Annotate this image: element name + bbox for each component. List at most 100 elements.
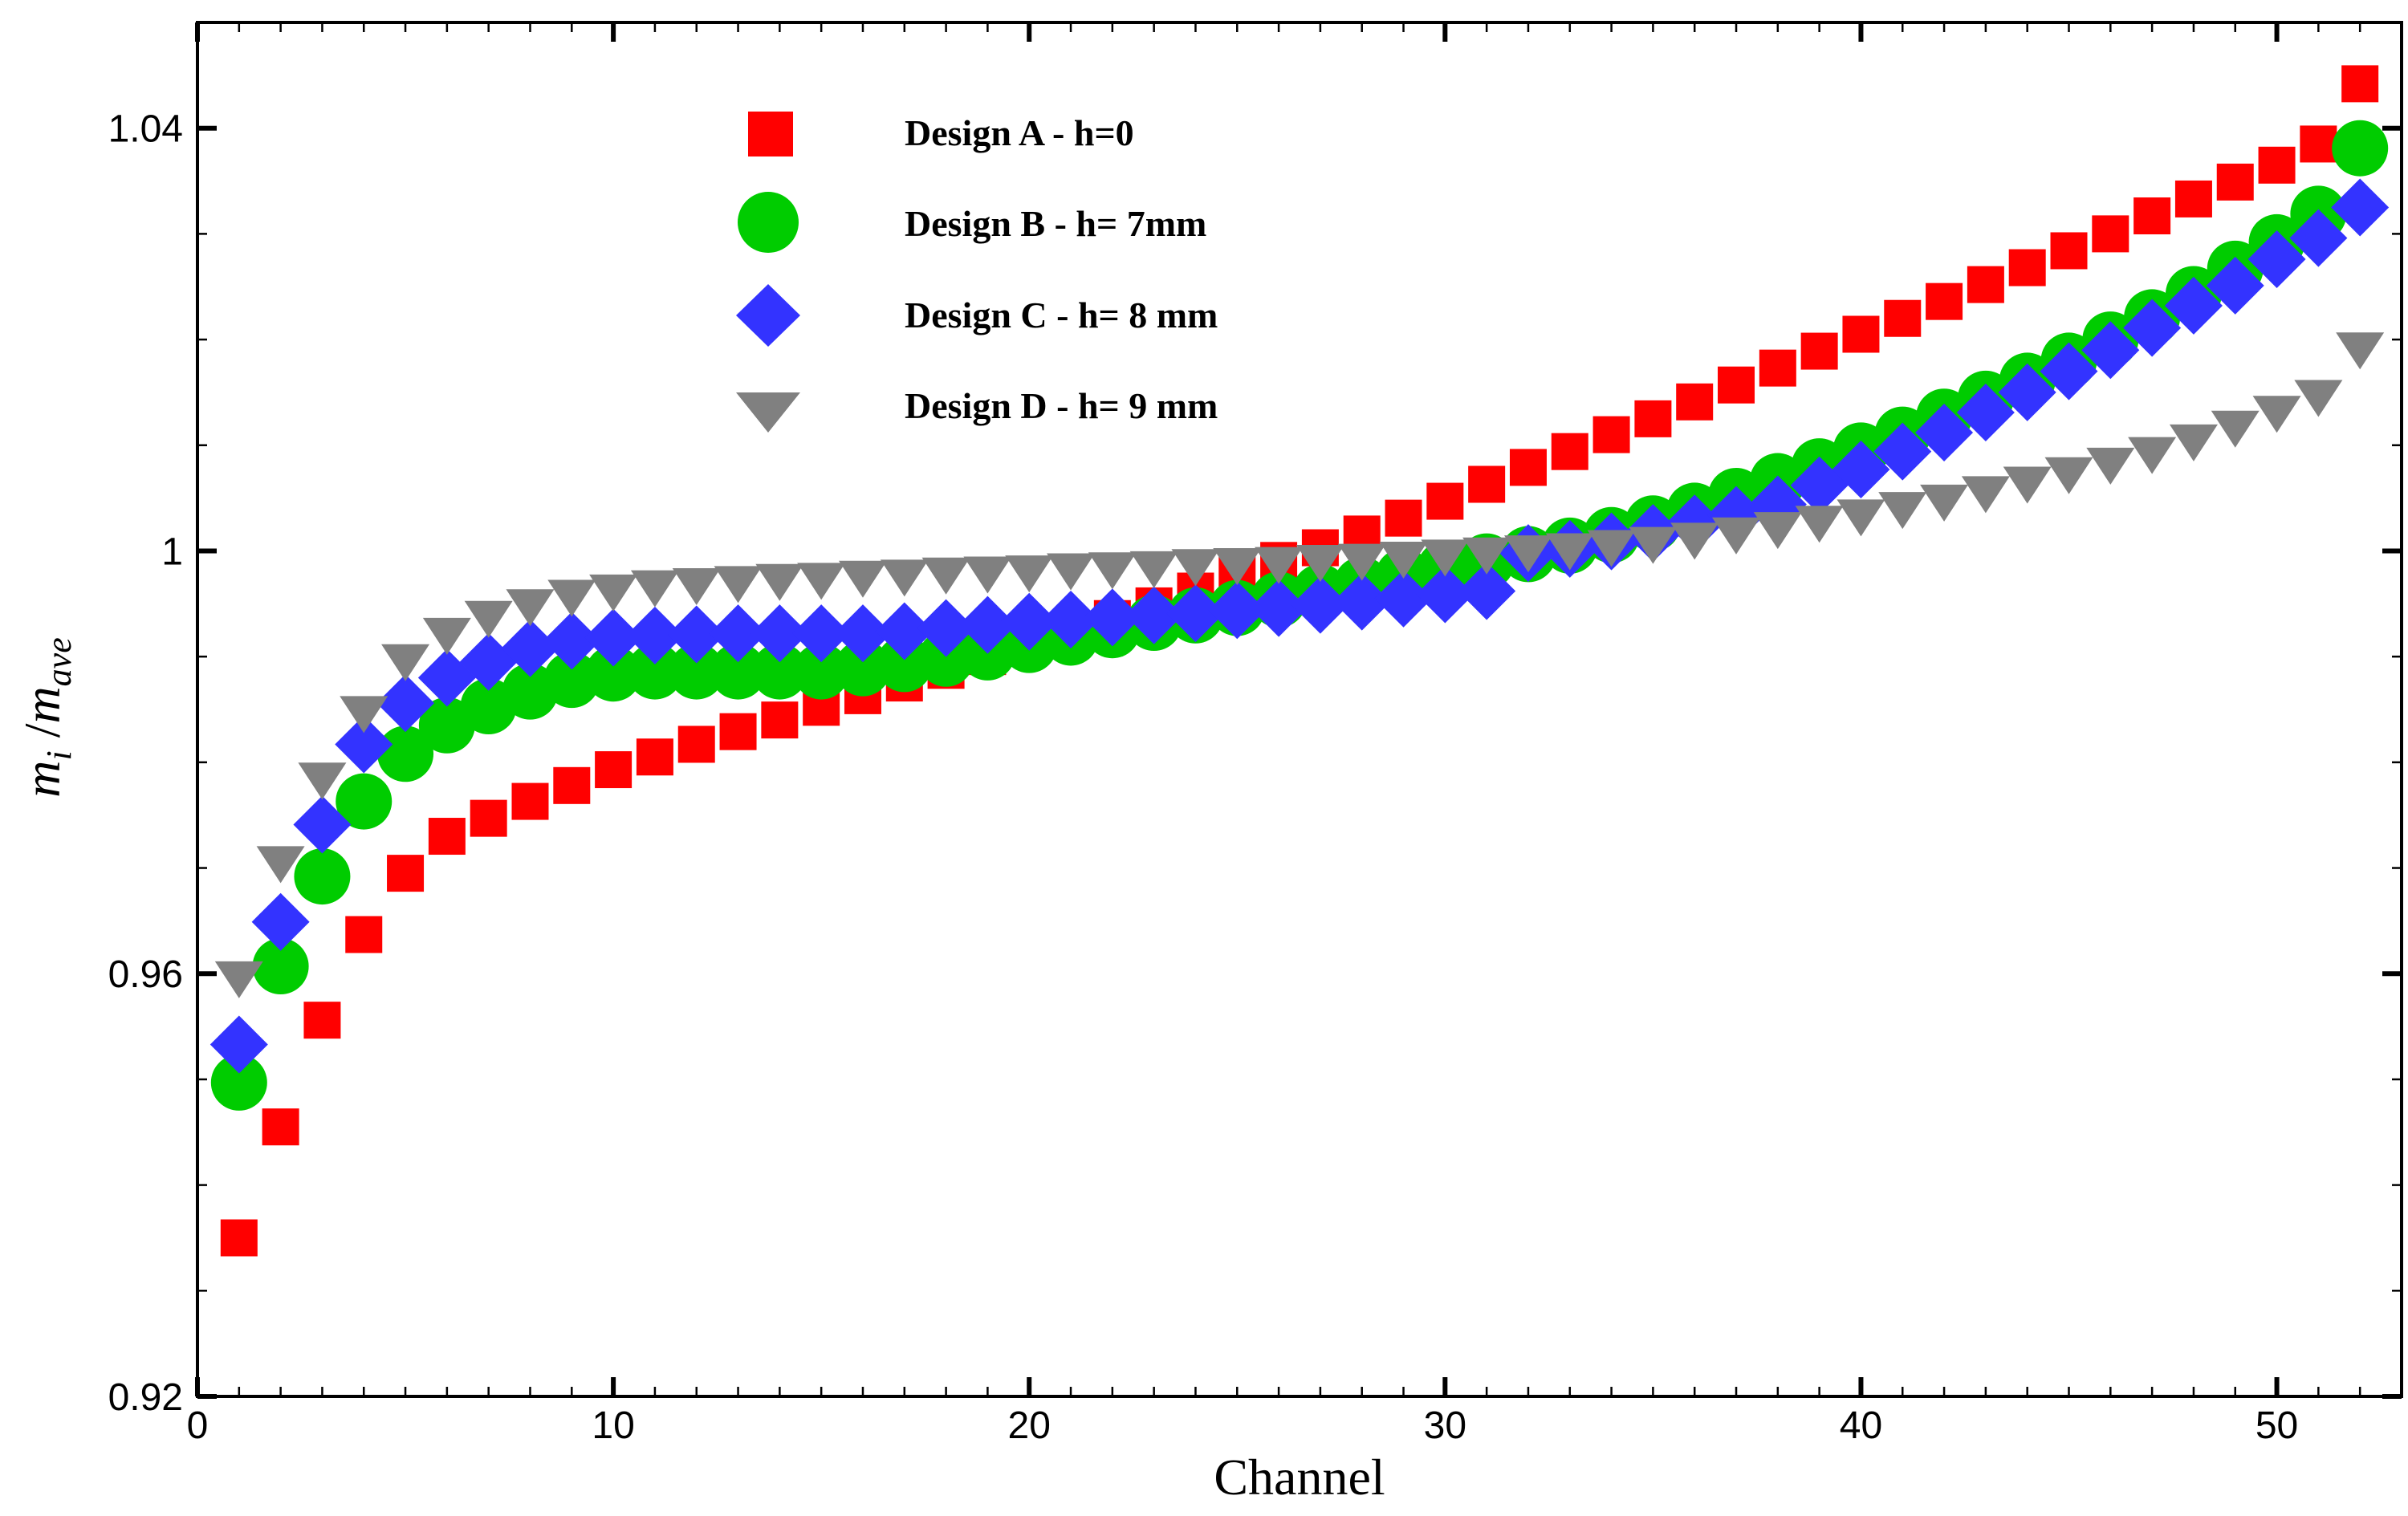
data-point-diamond xyxy=(958,595,1017,654)
data-point-square xyxy=(2133,197,2171,234)
data-point-triangle-down xyxy=(1503,535,1552,573)
data-point-square xyxy=(2300,125,2337,163)
x-axis-title: Channel xyxy=(1214,1449,1385,1506)
tick-labels: 0 10 20 30 40 50 0.92 0.96 1 1.04 xyxy=(108,108,2299,1447)
plot-frame xyxy=(196,21,2403,1398)
data-point-diamond xyxy=(1956,383,2015,441)
data-point-triangle-down xyxy=(2169,424,2218,461)
series-3 xyxy=(209,178,2390,1074)
data-point-square xyxy=(220,1219,258,1257)
data-point-diamond xyxy=(1458,562,1516,620)
data-point-diamond xyxy=(917,599,975,657)
data-point-triangle-down xyxy=(422,617,471,655)
data-point-triangle-down xyxy=(1545,533,1594,571)
data-point-triangle-down xyxy=(2252,396,2301,433)
legend: Design A - h=0 Design B - h= 7mm Design … xyxy=(736,112,1218,433)
data-point-diamond xyxy=(1332,572,1391,631)
data-point-square xyxy=(1426,482,1464,520)
legend-marker-triangle-down xyxy=(736,392,800,433)
data-point-circle xyxy=(668,643,725,700)
data-point-triangle-down xyxy=(547,579,596,617)
data-point-triangle-down xyxy=(1005,555,1054,593)
data-point-triangle-down xyxy=(1837,499,1885,537)
data-point-diamond xyxy=(1915,403,1974,461)
data-point-triangle-down xyxy=(672,567,721,605)
data-point-circle xyxy=(626,643,683,700)
data-point-diamond xyxy=(1291,575,1349,634)
data-point-triangle-down xyxy=(2086,447,2135,485)
data-point-triangle-down xyxy=(1629,526,1678,564)
data-point-square xyxy=(1592,416,1630,453)
data-point-triangle-down xyxy=(2128,437,2177,474)
data-point-diamond xyxy=(1832,441,1890,499)
data-point-circle xyxy=(2332,120,2389,177)
y-title-m2: m xyxy=(14,686,71,723)
data-point-triangle-down xyxy=(340,696,388,734)
data-point-diamond xyxy=(1416,565,1474,624)
data-point-diamond xyxy=(209,1015,268,1074)
data-point-square xyxy=(1926,282,1963,320)
data-point-triangle-down xyxy=(214,961,263,998)
data-point-circle xyxy=(377,725,434,782)
data-point-triangle-down xyxy=(630,570,679,608)
data-point-diamond xyxy=(584,608,643,667)
y-tick-label: 1 xyxy=(161,530,183,573)
data-markers xyxy=(209,65,2390,1257)
legend-label-design-a: Design A - h=0 xyxy=(905,112,1134,153)
data-point-square xyxy=(1509,449,1547,486)
data-point-circle xyxy=(210,1054,267,1111)
data-point-triangle-down xyxy=(1421,539,1470,577)
legend-entry-design-a: Design A - h=0 xyxy=(748,112,1134,156)
data-point-diamond xyxy=(625,606,684,665)
data-point-triangle-down xyxy=(2336,332,2385,370)
legend-label-design-d: Design D - h= 9 mm xyxy=(905,385,1218,426)
legend-entry-design-b: Design B - h= 7mm xyxy=(738,192,1206,253)
data-point-triangle-down xyxy=(1712,517,1761,555)
data-point-triangle-down xyxy=(464,600,513,638)
data-point-square xyxy=(761,701,799,739)
data-point-square xyxy=(1718,366,1755,404)
data-point-diamond xyxy=(1250,579,1308,637)
data-point-diamond xyxy=(1000,592,1059,651)
y-title-m: m xyxy=(14,761,71,798)
data-point-diamond xyxy=(2331,178,2390,237)
data-point-circle xyxy=(585,645,642,702)
data-point-square xyxy=(2174,180,2212,217)
data-point-diamond xyxy=(2289,209,2348,267)
data-point-diamond xyxy=(293,795,352,854)
x-tick-label: 20 xyxy=(1008,1404,1051,1447)
data-point-triangle-down xyxy=(298,762,347,800)
data-point-diamond xyxy=(2040,342,2098,400)
data-point-triangle-down xyxy=(2211,410,2260,448)
data-point-triangle-down xyxy=(880,559,929,597)
y-tick-label: 1.04 xyxy=(108,108,183,151)
data-point-square xyxy=(1759,349,1796,387)
data-point-triangle-down xyxy=(1047,553,1096,591)
data-point-triangle-down xyxy=(797,563,846,600)
data-point-circle xyxy=(793,643,850,700)
data-point-diamond xyxy=(1042,591,1100,649)
series-4 xyxy=(214,332,2385,998)
x-tick-label: 40 xyxy=(1840,1404,1882,1447)
data-point-square xyxy=(387,855,425,892)
data-point-square xyxy=(636,738,673,776)
data-point-triangle-down xyxy=(1255,547,1304,584)
y-tick-label: 0.92 xyxy=(108,1376,183,1419)
x-tick-label: 30 xyxy=(1424,1404,1466,1447)
data-point-square xyxy=(345,916,383,953)
data-point-square xyxy=(470,799,507,837)
data-point-square xyxy=(719,713,757,750)
data-point-square xyxy=(595,751,633,789)
data-point-diamond xyxy=(2247,230,2306,288)
y-title-sub-ave: ave xyxy=(39,637,79,686)
data-point-square xyxy=(303,1002,341,1039)
legend-marker-diamond xyxy=(736,284,800,347)
data-point-square xyxy=(1800,332,1838,370)
data-point-circle xyxy=(252,938,309,995)
data-point-triangle-down xyxy=(1795,506,1844,543)
data-point-circle xyxy=(710,643,767,700)
data-point-square xyxy=(511,782,549,820)
data-point-triangle-down xyxy=(1379,542,1428,579)
data-point-diamond xyxy=(543,612,601,670)
